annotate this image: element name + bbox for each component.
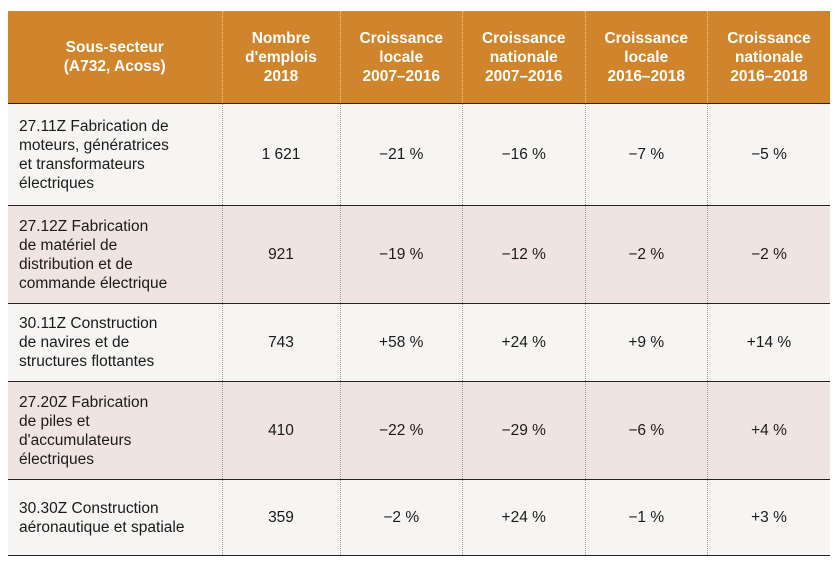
- header-croissance-nationale-2016-2018: Croissance nationale 2016–2018: [707, 11, 830, 104]
- header-croissance-nationale-2007-2016: Croissance nationale 2007–2016: [462, 11, 585, 104]
- nationale-2016-2018-cell: +3 %: [707, 479, 830, 556]
- locale-2016-2018-cell: −2 %: [584, 205, 708, 304]
- emplois-cell: 1 621: [221, 103, 340, 206]
- locale-2007-2016-cell: +58 %: [339, 303, 463, 382]
- sector-cell: 27.11Z Fabrication de moteurs, génératri…: [8, 103, 222, 206]
- emplois-cell: 743: [221, 303, 340, 382]
- locale-2016-2018-cell: −6 %: [584, 381, 708, 480]
- employment-table: Sous-secteur (A732, Acoss) Nombre d'empl…: [8, 11, 830, 556]
- data-table-container: Sous-secteur (A732, Acoss) Nombre d'empl…: [8, 11, 830, 556]
- locale-2007-2016-cell: −2 %: [339, 479, 463, 556]
- nationale-2016-2018-cell: −5 %: [707, 103, 830, 206]
- emplois-cell: 359: [221, 479, 340, 556]
- locale-2016-2018-cell: −7 %: [584, 103, 708, 206]
- sector-cell: 30.11Z Construction de navires et de str…: [8, 303, 222, 382]
- header-croissance-locale-2007-2016: Croissance locale 2007–2016: [339, 11, 463, 104]
- table-row: 30.30Z Construction aéronautique et spat…: [8, 479, 830, 556]
- table-row: 27.12Z Fabrication de matériel de distri…: [8, 205, 830, 304]
- table-row: 27.20Z Fabrication de piles et d'accumul…: [8, 381, 830, 480]
- header-croissance-locale-2016-2018: Croissance locale 2016–2018: [584, 11, 708, 104]
- header-nombre-emplois: Nombre d'emplois 2018: [221, 11, 340, 104]
- emplois-cell: 921: [221, 205, 340, 304]
- sector-cell: 27.20Z Fabrication de piles et d'accumul…: [8, 381, 222, 480]
- table-row: 27.11Z Fabrication de moteurs, génératri…: [8, 103, 830, 206]
- sector-cell: 27.12Z Fabrication de matériel de distri…: [8, 205, 222, 304]
- nationale-2007-2016-cell: +24 %: [462, 479, 585, 556]
- locale-2007-2016-cell: −21 %: [339, 103, 463, 206]
- locale-2007-2016-cell: −19 %: [339, 205, 463, 304]
- sector-cell: 30.30Z Construction aéronautique et spat…: [8, 479, 222, 556]
- nationale-2016-2018-cell: +4 %: [707, 381, 830, 480]
- nationale-2016-2018-cell: +14 %: [707, 303, 830, 382]
- locale-2016-2018-cell: +9 %: [584, 303, 708, 382]
- emplois-cell: 410: [221, 381, 340, 480]
- table-row: 30.11Z Construction de navires et de str…: [8, 303, 830, 382]
- header-sous-secteur: Sous-secteur (A732, Acoss): [8, 11, 222, 104]
- nationale-2007-2016-cell: +24 %: [462, 303, 585, 382]
- locale-2007-2016-cell: −22 %: [339, 381, 463, 480]
- locale-2016-2018-cell: −1 %: [584, 479, 708, 556]
- table-header-row: Sous-secteur (A732, Acoss) Nombre d'empl…: [8, 11, 830, 104]
- nationale-2016-2018-cell: −2 %: [707, 205, 830, 304]
- nationale-2007-2016-cell: −12 %: [462, 205, 585, 304]
- nationale-2007-2016-cell: −16 %: [462, 103, 585, 206]
- nationale-2007-2016-cell: −29 %: [462, 381, 585, 480]
